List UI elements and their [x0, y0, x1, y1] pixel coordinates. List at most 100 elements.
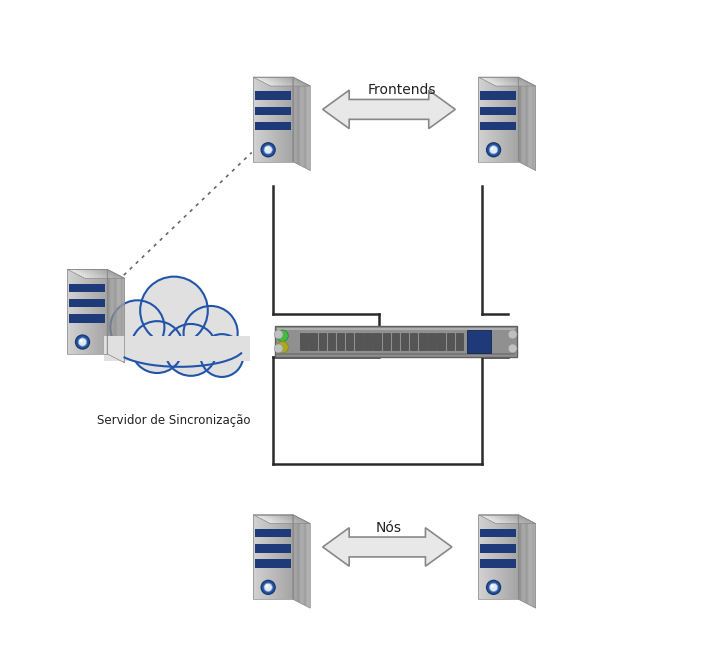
- Polygon shape: [92, 269, 94, 354]
- Polygon shape: [91, 269, 111, 278]
- Polygon shape: [274, 326, 517, 357]
- Polygon shape: [109, 271, 110, 355]
- Polygon shape: [485, 77, 487, 162]
- Polygon shape: [520, 78, 521, 163]
- Polygon shape: [285, 514, 287, 599]
- Polygon shape: [497, 77, 499, 162]
- Polygon shape: [494, 514, 514, 524]
- Polygon shape: [296, 516, 298, 601]
- Polygon shape: [255, 91, 291, 100]
- Polygon shape: [110, 271, 111, 355]
- Polygon shape: [496, 514, 516, 524]
- Polygon shape: [513, 514, 515, 599]
- Polygon shape: [288, 514, 290, 599]
- Polygon shape: [271, 77, 290, 86]
- Polygon shape: [276, 514, 278, 599]
- Polygon shape: [271, 514, 274, 599]
- Polygon shape: [533, 522, 534, 607]
- Polygon shape: [285, 77, 305, 86]
- Polygon shape: [503, 77, 504, 162]
- Polygon shape: [532, 84, 533, 169]
- Polygon shape: [90, 269, 109, 278]
- Polygon shape: [508, 514, 510, 599]
- Polygon shape: [265, 514, 267, 599]
- Polygon shape: [255, 529, 291, 538]
- Polygon shape: [303, 520, 304, 605]
- Polygon shape: [526, 518, 527, 603]
- Polygon shape: [479, 514, 481, 599]
- Polygon shape: [319, 333, 326, 350]
- Polygon shape: [256, 77, 258, 162]
- Polygon shape: [498, 77, 517, 86]
- Polygon shape: [91, 269, 93, 354]
- Polygon shape: [115, 273, 116, 358]
- Polygon shape: [535, 86, 536, 170]
- Polygon shape: [71, 269, 91, 278]
- Polygon shape: [253, 514, 255, 599]
- Polygon shape: [419, 333, 427, 350]
- Polygon shape: [488, 77, 490, 162]
- Polygon shape: [521, 516, 522, 601]
- Polygon shape: [102, 269, 121, 278]
- Polygon shape: [80, 269, 99, 278]
- Polygon shape: [518, 77, 519, 162]
- Polygon shape: [269, 514, 288, 524]
- Polygon shape: [268, 514, 269, 599]
- Circle shape: [491, 147, 493, 150]
- Polygon shape: [280, 514, 281, 599]
- Polygon shape: [516, 514, 536, 524]
- Polygon shape: [503, 77, 505, 162]
- Polygon shape: [255, 544, 291, 553]
- Polygon shape: [69, 314, 105, 323]
- Polygon shape: [94, 269, 96, 354]
- Polygon shape: [257, 514, 259, 599]
- Polygon shape: [73, 269, 75, 354]
- Polygon shape: [534, 85, 535, 170]
- Polygon shape: [498, 514, 517, 524]
- Polygon shape: [264, 77, 266, 162]
- Polygon shape: [519, 78, 520, 162]
- Polygon shape: [299, 80, 300, 165]
- Polygon shape: [103, 269, 123, 278]
- Polygon shape: [492, 514, 512, 524]
- Polygon shape: [374, 333, 381, 350]
- Polygon shape: [289, 514, 291, 599]
- Polygon shape: [258, 77, 260, 162]
- Polygon shape: [529, 520, 530, 605]
- Polygon shape: [282, 514, 284, 599]
- Polygon shape: [255, 77, 274, 86]
- Polygon shape: [90, 269, 92, 354]
- Polygon shape: [265, 77, 284, 86]
- Polygon shape: [481, 77, 500, 86]
- Polygon shape: [288, 77, 290, 162]
- Polygon shape: [281, 514, 300, 524]
- Polygon shape: [257, 514, 276, 524]
- Polygon shape: [95, 269, 115, 278]
- Polygon shape: [484, 514, 486, 599]
- Polygon shape: [482, 514, 502, 524]
- Polygon shape: [530, 84, 532, 168]
- Polygon shape: [276, 353, 515, 355]
- Polygon shape: [498, 77, 501, 162]
- Polygon shape: [503, 514, 522, 524]
- Polygon shape: [481, 77, 483, 162]
- Polygon shape: [286, 514, 288, 599]
- Polygon shape: [279, 514, 298, 524]
- Polygon shape: [274, 514, 276, 599]
- Polygon shape: [108, 270, 109, 355]
- Polygon shape: [265, 514, 284, 524]
- Polygon shape: [494, 514, 496, 599]
- Polygon shape: [512, 514, 514, 599]
- Polygon shape: [270, 77, 272, 162]
- Polygon shape: [481, 514, 500, 524]
- Polygon shape: [496, 514, 498, 599]
- Polygon shape: [285, 514, 305, 524]
- Polygon shape: [291, 514, 310, 524]
- Polygon shape: [261, 514, 281, 524]
- Polygon shape: [278, 77, 280, 162]
- Polygon shape: [103, 269, 105, 354]
- Polygon shape: [500, 77, 502, 162]
- Polygon shape: [305, 521, 306, 606]
- Polygon shape: [504, 77, 524, 86]
- Polygon shape: [486, 77, 489, 162]
